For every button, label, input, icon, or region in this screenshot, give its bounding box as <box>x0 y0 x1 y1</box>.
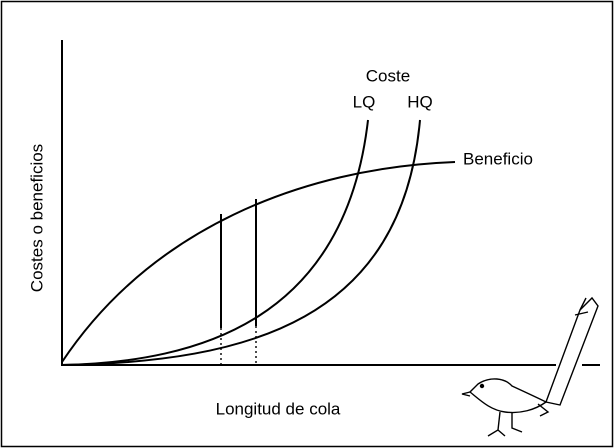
benefit-curve <box>61 161 456 363</box>
benefit-label: Beneficio <box>463 149 533 168</box>
hq-label: HQ <box>407 92 433 111</box>
lq-label: LQ <box>353 92 376 111</box>
cost-hq-curve <box>61 119 421 366</box>
cost-lq-curve <box>61 119 369 366</box>
cost-label: Coste <box>366 66 410 85</box>
y-axis-label: Costes o beneficios <box>27 144 46 292</box>
x-axis-label: Longitud de cola <box>216 399 341 418</box>
bird-icon <box>461 296 599 437</box>
